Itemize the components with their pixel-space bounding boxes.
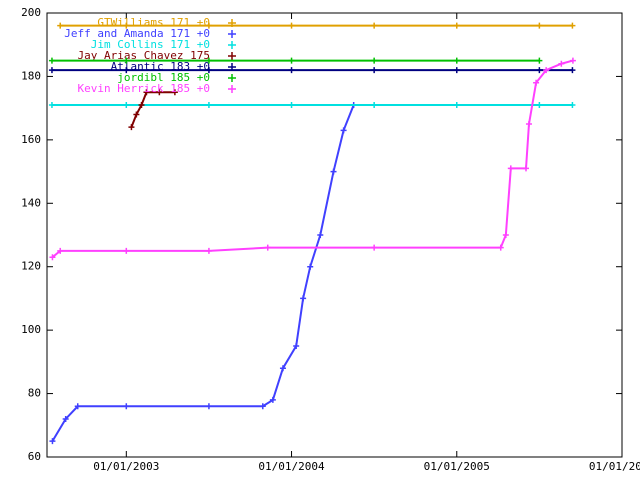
data-point [371, 57, 378, 64]
data-point [57, 247, 64, 254]
data-point [293, 343, 300, 349]
data-point [340, 127, 347, 134]
legend-label: Jeff and Amanda 171 +0 [64, 27, 210, 40]
data-point [558, 60, 565, 67]
data-point [259, 403, 266, 410]
data-point [371, 22, 378, 29]
data-point [205, 403, 212, 410]
data-point [300, 295, 307, 302]
legend-symbol [228, 85, 236, 93]
data-point [536, 57, 543, 64]
data-point [49, 254, 56, 261]
x-tick-label: 01/01/2004 [258, 460, 325, 473]
y-tick-label: 140 [21, 196, 41, 209]
data-point [371, 67, 378, 74]
y-tick-label: 160 [21, 133, 41, 146]
plot-border [46, 12, 623, 458]
data-point [123, 101, 130, 108]
data-point [123, 247, 130, 254]
data-point [543, 67, 550, 74]
data-point [123, 67, 130, 74]
data-point [123, 57, 130, 64]
data-point [317, 232, 324, 238]
data-point [288, 57, 295, 64]
data-point [205, 57, 212, 64]
data-point [288, 67, 295, 74]
x-tick-label: 01/01/2006 [589, 460, 640, 473]
data-point [205, 247, 212, 254]
legend-symbol [228, 63, 236, 71]
data-point [74, 403, 81, 410]
data-point [269, 396, 276, 403]
data-point [525, 121, 532, 127]
legend-label: GTWilliams 171 +0 [97, 16, 210, 29]
data-point [307, 263, 314, 270]
data-point [453, 67, 460, 74]
data-point [330, 168, 337, 175]
data-point [453, 22, 460, 29]
data-point [533, 79, 540, 86]
series-line [51, 104, 355, 442]
y-tick-label: 180 [21, 69, 41, 82]
data-point [536, 67, 543, 74]
data-point [138, 101, 145, 108]
data-point [57, 22, 64, 29]
data-point [133, 111, 140, 118]
data-point [143, 89, 150, 96]
legend-symbol [228, 30, 236, 38]
data-point [453, 57, 460, 64]
data-point [48, 101, 55, 108]
legend-symbol [228, 19, 236, 27]
data-point [49, 438, 56, 445]
data-point [371, 244, 378, 251]
y-tick-label: 60 [28, 450, 41, 463]
data-point [48, 67, 55, 74]
legend-symbol [228, 52, 236, 60]
data-point [156, 89, 163, 96]
data-point [171, 89, 178, 96]
data-point [123, 22, 130, 29]
y-tick-label: 200 [21, 6, 41, 19]
legend-label: Jim Collins 171 +0 [91, 38, 210, 51]
data-point [453, 101, 460, 108]
data-point [288, 22, 295, 29]
data-point [288, 101, 295, 108]
x-tick-label: 01/01/2003 [93, 460, 159, 473]
legend-symbol [228, 41, 236, 49]
legend-label: Kevin Herrick 185 +0 [78, 82, 210, 95]
data-point [536, 101, 543, 108]
data-point [62, 415, 69, 422]
data-point [569, 57, 576, 64]
y-tick-label: 120 [21, 260, 41, 273]
x-tick-label: 01/01/2005 [424, 460, 490, 473]
legend-symbol [228, 74, 236, 82]
data-point [205, 67, 212, 74]
data-point [523, 165, 530, 172]
data-point [507, 165, 514, 172]
data-point [128, 124, 135, 131]
data-point [569, 67, 576, 74]
legend-label: jordibl 185 +0 [117, 71, 210, 84]
data-point [536, 22, 543, 29]
series-line [130, 91, 175, 128]
data-point [497, 244, 504, 251]
data-point [371, 101, 378, 108]
data-point [205, 22, 212, 29]
y-tick-label: 100 [21, 323, 41, 336]
data-point [569, 101, 576, 108]
data-point [48, 57, 55, 64]
legend-label: Atlantic 183 +0 [111, 60, 210, 73]
data-point [123, 403, 130, 410]
legend-label: Jay Arias Chavez 175 [78, 49, 210, 62]
data-point [569, 22, 576, 29]
data-point [205, 101, 212, 108]
data-point [502, 232, 509, 238]
y-tick-label: 80 [28, 387, 41, 400]
data-point [264, 244, 271, 251]
data-point [279, 365, 286, 372]
